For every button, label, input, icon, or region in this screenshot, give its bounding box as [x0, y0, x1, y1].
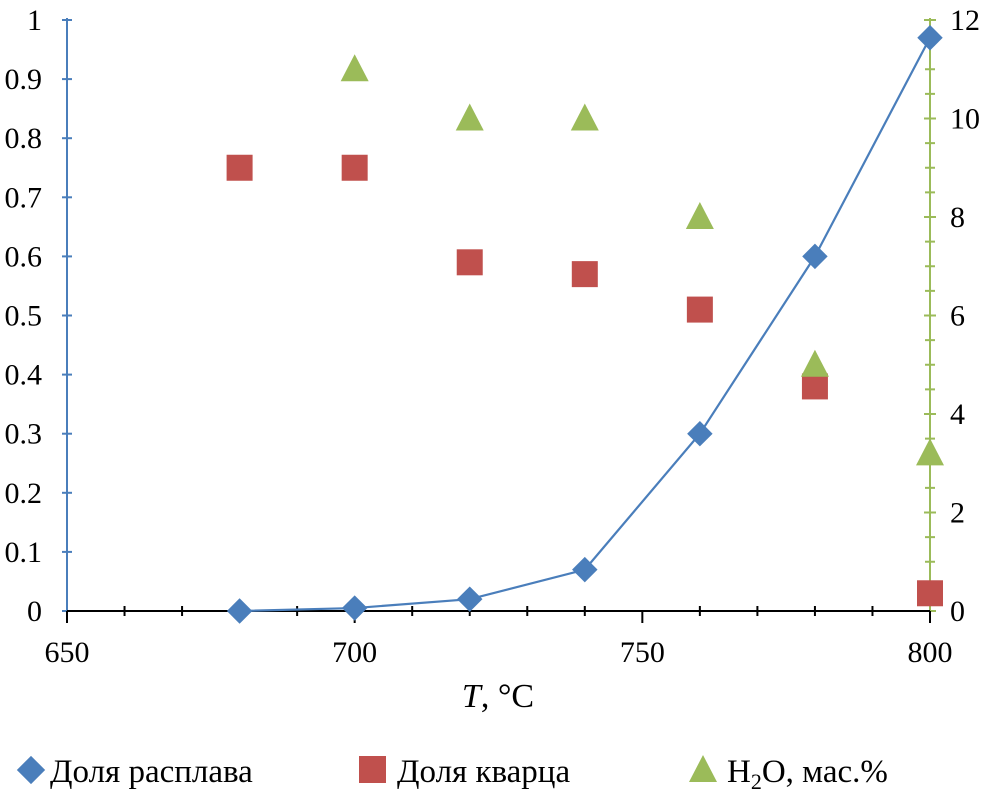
plot-area	[226, 25, 944, 624]
y-left-tick-label: 0.9	[5, 63, 43, 96]
y-right-tick-label: 0	[950, 595, 965, 628]
series-triangle	[340, 54, 944, 466]
data-point-square	[686, 296, 713, 323]
x-axis-title-unit: , °C	[481, 678, 534, 715]
y-right-tick-label: 8	[950, 201, 965, 234]
data-point-diamond	[226, 598, 253, 624]
y-left-tick-label: 0.4	[5, 359, 43, 392]
x-tick-label: 650	[45, 636, 90, 669]
y-left-tick-label: 0	[27, 595, 42, 628]
y-left-tick-label: 0.5	[5, 300, 43, 333]
data-point-diamond	[917, 25, 943, 51]
data-point-square	[571, 261, 598, 288]
data-point-square	[456, 249, 483, 276]
y-left-tick-label: 1	[27, 4, 42, 37]
x-tick-label: 750	[620, 636, 665, 669]
legend-square-marker	[359, 756, 386, 783]
legend-label-quartz: Доля кварца	[397, 754, 570, 790]
data-point-triangle	[455, 103, 484, 131]
y-right-tick-label: 2	[950, 497, 965, 530]
y-right-tick-label: 10	[950, 103, 980, 136]
y-left-tick-label: 0.7	[5, 181, 43, 214]
data-point-diamond	[802, 243, 828, 270]
y-left-tick-label: 0.6	[5, 240, 43, 273]
y-left-tick-label: 0.2	[5, 477, 43, 510]
data-point-diamond	[687, 420, 713, 447]
data-point-diamond	[341, 595, 368, 621]
y-right-tick-label: 6	[950, 300, 965, 333]
data-point-square	[226, 154, 253, 181]
y-right-tick-label: 12	[950, 4, 980, 37]
data-point-diamond	[457, 586, 483, 612]
y-right-tick-labels: 0 2 4 6 8 10 12	[950, 4, 980, 628]
series-diamond	[226, 25, 943, 624]
data-point-triangle	[570, 103, 599, 131]
y-left-tick-label: 0.1	[5, 536, 43, 569]
legend-triangle-marker	[689, 755, 717, 782]
data-point-triangle	[340, 54, 369, 82]
x-tick-label: 800	[908, 636, 953, 669]
legend: Доля расплава Доля кварца H2O, мас.%	[16, 754, 888, 794]
x-axis-title-symbol: T	[462, 678, 483, 715]
data-point-triangle	[685, 202, 714, 229]
x-tick-labels: 650 700 750 800	[45, 636, 953, 669]
data-point-square	[341, 154, 368, 181]
data-point-diamond	[572, 556, 598, 583]
data-point-triangle	[916, 438, 944, 466]
x-axis-title: T, °C	[462, 678, 534, 715]
y-left-tick-labels: 0 0.1 0.2 0.3 0.4 0.5 0.6 0.7 0.8 0.9 1	[5, 4, 43, 628]
legend-diamond-marker	[16, 755, 46, 785]
x-tick-label: 700	[332, 636, 377, 669]
legend-label-water: H2O, мас.%	[727, 754, 888, 794]
data-point-square	[917, 580, 943, 607]
data-point-square	[801, 373, 828, 400]
y-right-tick-label: 4	[950, 398, 965, 431]
legend-item-quartz: Доля кварца	[359, 754, 570, 790]
legend-item-melt: Доля расплава	[16, 754, 253, 790]
legend-item-water: H2O, мас.%	[689, 754, 888, 794]
axes	[62, 18, 936, 623]
series-square	[226, 154, 943, 607]
y-left-tick-label: 0.3	[5, 418, 43, 451]
y-left-tick-label: 0.8	[5, 122, 43, 155]
data-point-triangle	[800, 349, 829, 377]
legend-label-melt: Доля расплава	[50, 754, 253, 790]
